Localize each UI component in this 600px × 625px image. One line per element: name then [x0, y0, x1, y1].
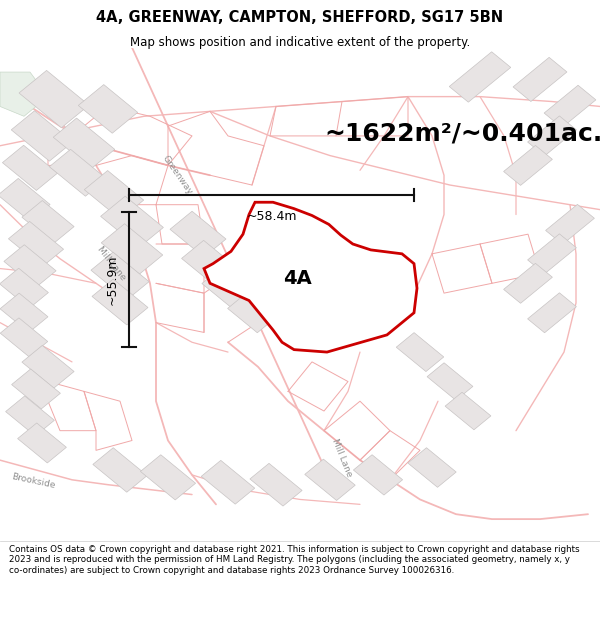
Text: ~55.9m: ~55.9m — [105, 254, 118, 305]
Polygon shape — [4, 245, 56, 288]
Polygon shape — [91, 252, 149, 300]
Polygon shape — [202, 267, 254, 309]
Polygon shape — [0, 178, 50, 221]
Polygon shape — [170, 211, 226, 257]
Text: ~58.4m: ~58.4m — [246, 209, 297, 222]
Polygon shape — [22, 346, 74, 388]
Polygon shape — [513, 58, 567, 101]
Polygon shape — [449, 52, 511, 102]
Text: Mill Lane: Mill Lane — [95, 245, 127, 282]
Polygon shape — [53, 118, 115, 169]
Polygon shape — [227, 292, 277, 332]
Polygon shape — [140, 455, 196, 500]
Polygon shape — [11, 111, 73, 161]
Polygon shape — [305, 459, 355, 501]
Text: Map shows position and indicative extent of the property.: Map shows position and indicative extent… — [130, 36, 470, 49]
Polygon shape — [17, 423, 67, 463]
Polygon shape — [85, 171, 143, 219]
Polygon shape — [92, 279, 148, 325]
Polygon shape — [2, 145, 58, 191]
Text: Brookside: Brookside — [10, 472, 56, 490]
Polygon shape — [527, 234, 577, 274]
Polygon shape — [0, 318, 48, 357]
Polygon shape — [93, 448, 147, 493]
Polygon shape — [204, 202, 417, 352]
Polygon shape — [101, 224, 163, 274]
Polygon shape — [545, 204, 595, 244]
Text: ~1622m²/~0.401ac.: ~1622m²/~0.401ac. — [324, 121, 600, 145]
Polygon shape — [242, 220, 280, 248]
Polygon shape — [445, 392, 491, 430]
Polygon shape — [5, 396, 55, 436]
Polygon shape — [0, 293, 48, 333]
Polygon shape — [79, 84, 137, 133]
Polygon shape — [503, 263, 553, 303]
Text: Greenway: Greenway — [160, 154, 194, 196]
Polygon shape — [369, 291, 411, 325]
Polygon shape — [427, 362, 473, 400]
Polygon shape — [0, 268, 49, 308]
Polygon shape — [101, 196, 163, 248]
Polygon shape — [22, 201, 74, 243]
Polygon shape — [201, 461, 255, 504]
Text: 4A, GREENWAY, CAMPTON, SHEFFORD, SG17 5BN: 4A, GREENWAY, CAMPTON, SHEFFORD, SG17 5B… — [97, 9, 503, 24]
Polygon shape — [353, 455, 403, 495]
Polygon shape — [408, 448, 456, 488]
Polygon shape — [19, 71, 89, 128]
Polygon shape — [49, 149, 107, 196]
Polygon shape — [8, 221, 64, 267]
Polygon shape — [0, 72, 48, 116]
Polygon shape — [544, 85, 596, 127]
Polygon shape — [288, 242, 324, 270]
Text: Contains OS data © Crown copyright and database right 2021. This information is : Contains OS data © Crown copyright and d… — [9, 545, 580, 574]
Text: 4A: 4A — [283, 269, 311, 288]
Polygon shape — [503, 146, 553, 186]
Polygon shape — [11, 369, 61, 409]
Text: Mill Lane: Mill Lane — [330, 438, 354, 478]
Polygon shape — [396, 332, 444, 371]
Polygon shape — [527, 292, 577, 332]
Polygon shape — [250, 463, 302, 506]
Polygon shape — [527, 116, 577, 156]
Polygon shape — [349, 265, 395, 302]
Polygon shape — [182, 241, 238, 287]
